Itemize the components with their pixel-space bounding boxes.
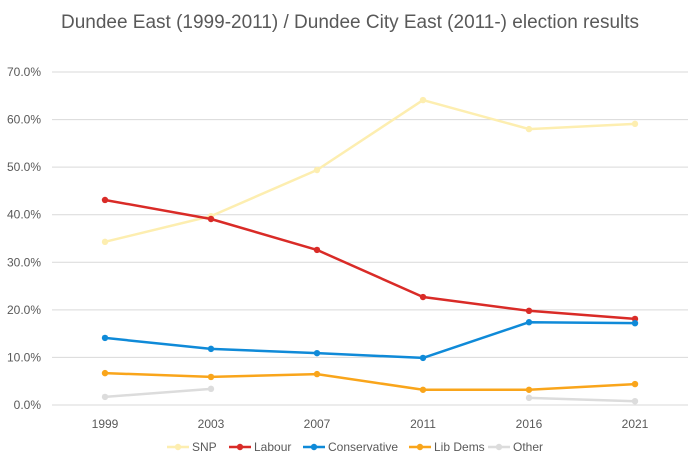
series-line-conservative <box>104 320 636 360</box>
data-point <box>313 349 321 357</box>
y-tick-label: 50.0% <box>7 160 41 174</box>
series-line-snp <box>104 98 636 244</box>
data-point <box>525 307 533 315</box>
legend-label: Other <box>513 440 543 454</box>
data-point <box>525 394 533 402</box>
legend-label: Conservative <box>328 440 398 454</box>
data-point <box>207 345 215 353</box>
data-point <box>631 319 639 327</box>
data-point <box>207 215 215 223</box>
legend-marker <box>310 443 318 451</box>
data-point <box>101 393 109 401</box>
data-point <box>419 386 427 393</box>
data-point <box>525 386 533 393</box>
y-tick-label: 10.0% <box>7 350 41 364</box>
chart-title: Dundee East (1999-2011) / Dundee City Ea… <box>60 12 640 33</box>
data-point <box>419 354 427 362</box>
data-point <box>313 166 321 174</box>
data-point <box>525 125 533 133</box>
data-point <box>631 397 639 405</box>
x-tick-label: 2021 <box>622 417 649 431</box>
legend-label: Lib Dems <box>434 440 485 454</box>
data-point <box>419 293 427 301</box>
series-line-other <box>528 396 636 403</box>
x-tick-label: 1999 <box>92 417 119 431</box>
data-point <box>525 319 533 326</box>
x-tick-label: 2016 <box>516 417 543 431</box>
legend-marker <box>174 443 182 451</box>
x-tick-label: 2003 <box>198 417 225 431</box>
data-point <box>419 96 427 104</box>
y-tick-label: 0.0% <box>14 398 42 412</box>
legend-marker <box>495 443 503 451</box>
y-tick-label: 30.0% <box>7 255 41 269</box>
data-point <box>313 370 321 378</box>
data-point <box>631 120 639 128</box>
data-point <box>101 334 109 342</box>
data-point <box>207 385 215 393</box>
x-tick-label: 2007 <box>304 417 331 431</box>
series-line-labour <box>104 198 636 321</box>
data-point <box>101 369 109 377</box>
series-line-lib-dems <box>104 371 636 392</box>
legend-marker <box>416 443 424 451</box>
legend-marker <box>236 443 244 451</box>
legend-label: Labour <box>254 440 291 454</box>
x-tick-label: 2011 <box>410 417 436 431</box>
data-point <box>101 238 109 246</box>
y-tick-label: 20.0% <box>7 303 41 317</box>
series-line-other <box>104 387 212 399</box>
y-tick-label: 70.0% <box>7 65 41 79</box>
data-point <box>631 380 639 388</box>
data-point <box>313 246 321 254</box>
y-tick-label: 40.0% <box>7 208 41 222</box>
legend-label: SNP <box>192 440 217 454</box>
data-point <box>101 196 109 204</box>
y-tick-label: 60.0% <box>7 113 41 127</box>
data-point <box>207 373 215 381</box>
